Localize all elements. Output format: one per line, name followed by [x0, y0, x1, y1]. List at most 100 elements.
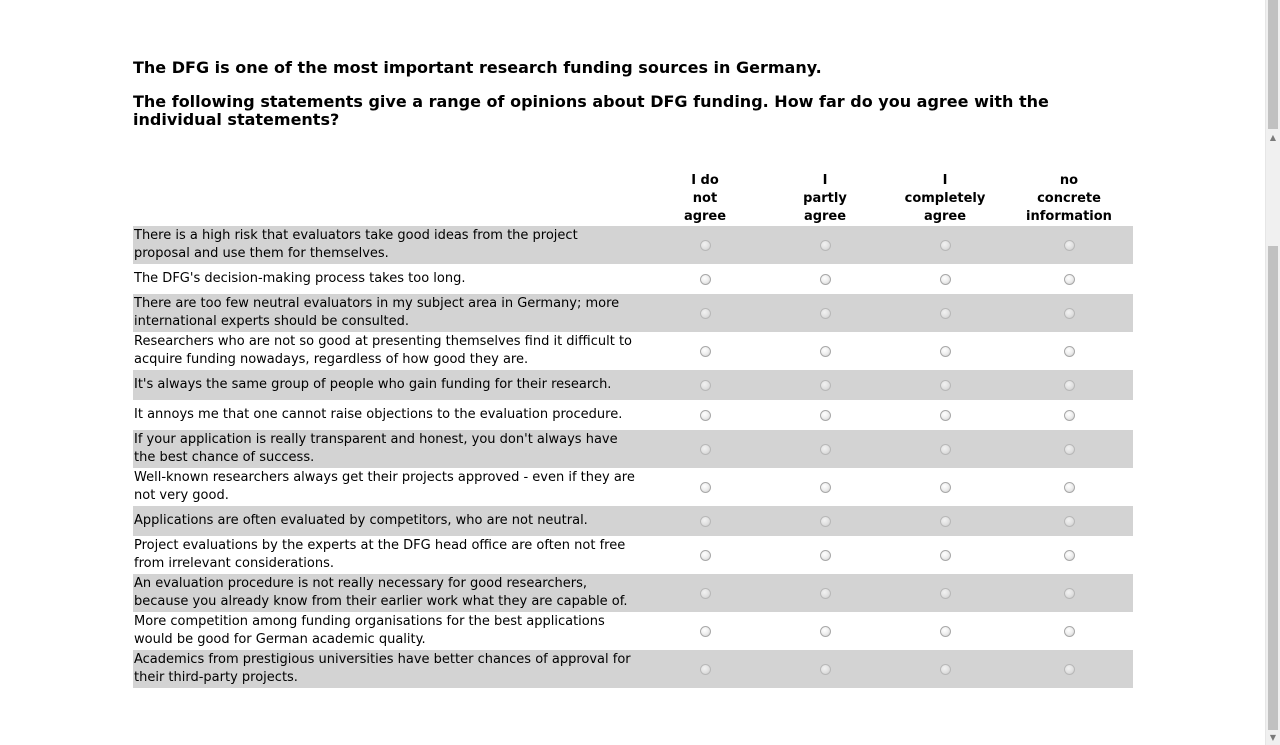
radio-no-information[interactable] [1063, 273, 1075, 285]
statement-row: It's always the same group of people who… [133, 370, 1133, 400]
radio-partly-agree[interactable] [819, 481, 831, 493]
statement-text: There are too few neutral evaluators in … [133, 294, 645, 332]
radio-no-information[interactable] [1063, 515, 1075, 527]
column-header-not-agree: I do not agree [645, 172, 765, 226]
column-header-line: I do [691, 173, 719, 188]
radio-completely-agree[interactable] [939, 515, 951, 527]
column-header-line: partly [803, 191, 847, 206]
radio-not-agree[interactable] [699, 443, 711, 455]
radio-no-information[interactable] [1063, 625, 1075, 637]
radio-partly-agree[interactable] [819, 307, 831, 319]
radio-not-agree[interactable] [699, 663, 711, 675]
radio-no-information[interactable] [1063, 409, 1075, 421]
option-cell-not-agree [645, 612, 765, 650]
radio-partly-agree[interactable] [819, 409, 831, 421]
option-cell-completely-agree [885, 574, 1005, 612]
option-cell-no-information [1005, 370, 1133, 400]
radio-not-agree[interactable] [699, 345, 711, 357]
option-cell-completely-agree [885, 612, 1005, 650]
option-cell-partly-agree [765, 468, 885, 506]
radio-completely-agree[interactable] [939, 273, 951, 285]
matrix-header-row: I do not agree I partly agree I complete… [133, 172, 1133, 226]
radio-completely-agree[interactable] [939, 379, 951, 391]
question-text: The following statements give a range of… [133, 92, 1049, 129]
radio-partly-agree[interactable] [819, 549, 831, 561]
radio-not-agree[interactable] [699, 273, 711, 285]
radio-partly-agree[interactable] [819, 443, 831, 455]
option-cell-not-agree [645, 468, 765, 506]
option-cell-not-agree [645, 536, 765, 574]
radio-no-information[interactable] [1063, 443, 1075, 455]
radio-completely-agree[interactable] [939, 663, 951, 675]
statement-text: Well-known researchers always get their … [134, 470, 635, 503]
option-cell-no-information [1005, 226, 1133, 264]
option-cell-completely-agree [885, 294, 1005, 332]
radio-completely-agree[interactable] [939, 549, 951, 561]
column-header-line: no [1059, 173, 1079, 188]
option-cell-partly-agree [765, 506, 885, 536]
radio-not-agree[interactable] [699, 549, 711, 561]
radio-not-agree[interactable] [699, 587, 711, 599]
option-cell-no-information [1005, 468, 1133, 506]
radio-completely-agree[interactable] [939, 625, 951, 637]
option-cell-no-information [1005, 506, 1133, 536]
radio-no-information[interactable] [1063, 549, 1075, 561]
statement-text: Applications are often evaluated by comp… [133, 506, 645, 536]
option-cell-completely-agree [885, 506, 1005, 536]
radio-partly-agree[interactable] [819, 345, 831, 357]
radio-partly-agree[interactable] [819, 379, 831, 391]
radio-no-information[interactable] [1063, 481, 1075, 493]
question-header: The DFG is one of the most important res… [133, 58, 1133, 129]
option-cell-completely-agree [885, 332, 1005, 370]
radio-partly-agree[interactable] [819, 239, 831, 251]
option-cell-completely-agree [885, 400, 1005, 430]
radio-partly-agree[interactable] [819, 515, 831, 527]
scrollbar-thumb[interactable] [1268, 246, 1278, 730]
statement-text: If your application is really transparen… [133, 430, 645, 468]
radio-not-agree[interactable] [699, 379, 711, 391]
statement-row: Researchers who are not so good at prese… [133, 332, 1133, 370]
radio-no-information[interactable] [1063, 379, 1075, 391]
scrollbar-track-upper[interactable] [1268, 0, 1278, 129]
column-header-line: completely [904, 191, 986, 206]
statement-row: The DFG's decision-making process takes … [133, 264, 1133, 294]
agreement-matrix: I do not agree I partly agree I complete… [133, 172, 1133, 688]
radio-completely-agree[interactable] [939, 307, 951, 319]
scroll-up-arrow-icon[interactable]: ▲ [1269, 133, 1277, 142]
column-header-line: concrete [1037, 191, 1101, 206]
radio-no-information[interactable] [1063, 307, 1075, 319]
radio-no-information[interactable] [1063, 239, 1075, 251]
radio-partly-agree[interactable] [819, 587, 831, 599]
column-header-no-information: no concrete information [1005, 172, 1133, 226]
statement-row: There are too few neutral evaluators in … [133, 294, 1133, 332]
matrix-body: There is a high risk that evaluators tak… [133, 226, 1133, 688]
statement-row: It annoys me that one cannot raise objec… [133, 400, 1133, 430]
radio-completely-agree[interactable] [939, 587, 951, 599]
option-cell-not-agree [645, 400, 765, 430]
radio-not-agree[interactable] [699, 515, 711, 527]
radio-completely-agree[interactable] [939, 239, 951, 251]
radio-partly-agree[interactable] [819, 625, 831, 637]
radio-not-agree[interactable] [699, 625, 711, 637]
radio-completely-agree[interactable] [939, 409, 951, 421]
radio-not-agree[interactable] [699, 481, 711, 493]
radio-completely-agree[interactable] [939, 345, 951, 357]
vertical-scrollbar[interactable]: ▲ ▼ [1265, 0, 1280, 745]
radio-not-agree[interactable] [699, 239, 711, 251]
scroll-down-arrow-icon[interactable]: ▼ [1269, 733, 1277, 742]
column-header-line: not [692, 191, 718, 206]
radio-partly-agree[interactable] [819, 663, 831, 675]
option-cell-partly-agree [765, 536, 885, 574]
radio-not-agree[interactable] [699, 307, 711, 319]
radio-completely-agree[interactable] [939, 443, 951, 455]
radio-partly-agree[interactable] [819, 273, 831, 285]
option-cell-not-agree [645, 574, 765, 612]
radio-no-information[interactable] [1063, 345, 1075, 357]
option-cell-partly-agree [765, 370, 885, 400]
radio-not-agree[interactable] [699, 409, 711, 421]
radio-no-information[interactable] [1063, 587, 1075, 599]
option-cell-partly-agree [765, 294, 885, 332]
radio-no-information[interactable] [1063, 663, 1075, 675]
radio-completely-agree[interactable] [939, 481, 951, 493]
